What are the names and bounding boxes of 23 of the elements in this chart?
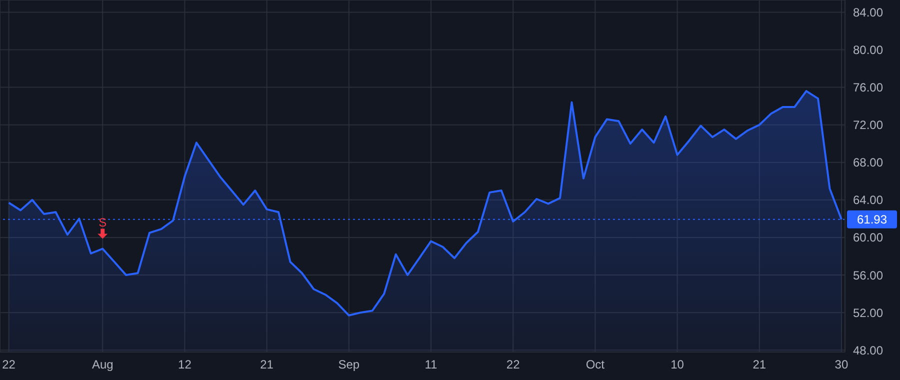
y-tick-label: 84.00: [853, 5, 884, 20]
x-tick-label: 12: [178, 358, 192, 372]
x-tick-label: 22: [2, 358, 16, 372]
x-tick-label: Aug: [92, 358, 114, 372]
annotation: S: [98, 216, 107, 230]
ref-line-label: 61.93: [856, 212, 888, 226]
y-tick-label: 72.00: [853, 118, 884, 132]
y-tick-label: 52.00: [853, 306, 884, 320]
x-tick-label: 10: [670, 358, 684, 372]
x-tick-label: 11: [424, 358, 438, 372]
x-tick-label: 21: [260, 358, 274, 372]
y-tick-label: 60.00: [853, 230, 884, 245]
x-tick-label: Sep: [338, 358, 360, 372]
x-tick-label: Oct: [586, 358, 606, 372]
x-tick-label: 22: [506, 358, 520, 372]
x-tick-label: 30: [834, 358, 848, 372]
y-tick-label: 48.00: [853, 343, 884, 358]
x-tick-label: 21: [752, 358, 766, 372]
y-tick-label: 64.00: [853, 193, 884, 208]
y-tick-label: 68.00: [853, 156, 884, 170]
y-tick-label: 76.00: [853, 80, 884, 95]
y-tick-label: 56.00: [853, 268, 884, 282]
y-tick-label: 80.00: [853, 43, 884, 58]
